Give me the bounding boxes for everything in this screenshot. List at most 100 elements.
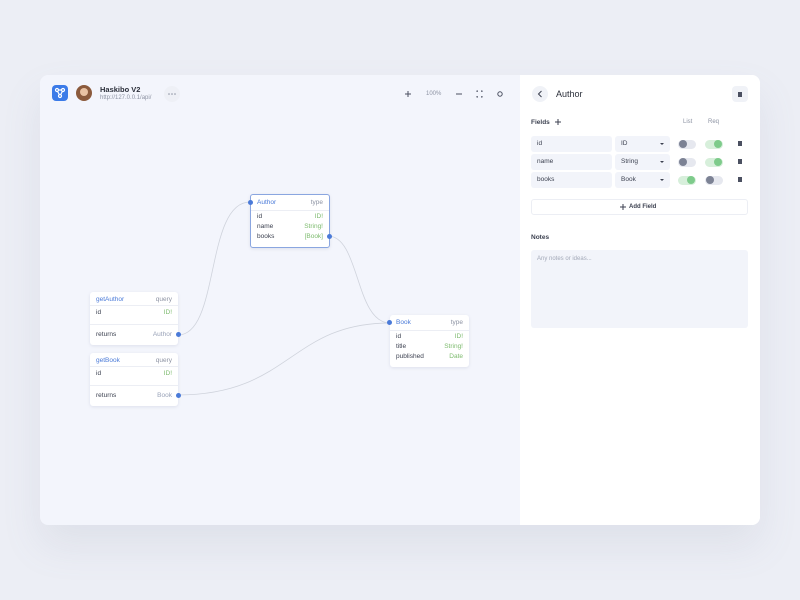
node-header: Author type	[257, 198, 323, 208]
field-name: name	[257, 223, 274, 230]
node-title: Book	[396, 319, 411, 326]
output-port[interactable]	[327, 234, 332, 239]
node-separator	[251, 210, 329, 211]
schema-node[interactable]: getBook query id ID! returns Book	[90, 353, 181, 406]
field-type-select[interactable]: ID	[615, 136, 670, 152]
toggle-knob	[679, 158, 687, 166]
field-name: id	[96, 309, 102, 316]
field-name: published	[396, 353, 424, 360]
dropdown-caret	[660, 161, 664, 163]
api-url: http://127.0.0.1/api/	[100, 95, 152, 101]
field-type-select[interactable]: Book	[615, 172, 670, 188]
toggle-req[interactable]	[705, 175, 723, 185]
node-field: title String!	[396, 342, 463, 352]
node-field: id ID!	[96, 369, 172, 379]
node-title: Author	[257, 199, 277, 206]
input-port[interactable]	[248, 200, 253, 205]
toggle-knob	[714, 140, 722, 148]
node-field: id ID!	[396, 332, 463, 342]
field-type: ID!	[454, 333, 463, 340]
zoom-in[interactable]	[405, 91, 411, 97]
panel-title: Author	[556, 89, 583, 99]
delete-field[interactable]	[738, 159, 742, 164]
field-type: [Book]	[304, 233, 323, 240]
node-title: getAuthor	[96, 296, 125, 303]
schema-node[interactable]: getAuthor query id ID! returns Author	[90, 292, 181, 345]
settings[interactable]	[497, 91, 503, 97]
node-title: getBook	[96, 357, 120, 364]
schema-node[interactable]: Book type id ID! title String! published Date	[387, 315, 469, 367]
add-field-button[interactable]	[531, 199, 748, 215]
node-header: Book type	[396, 318, 463, 328]
toggle-knob	[706, 176, 714, 184]
returns-label: returns	[96, 392, 117, 399]
field-name-input[interactable]: name	[531, 154, 612, 170]
toggle-knob	[679, 140, 687, 148]
logo-icon	[54, 87, 66, 99]
dropdown-caret	[660, 179, 664, 181]
node-separator	[90, 385, 178, 386]
delete-field[interactable]	[738, 141, 742, 146]
schema-node[interactable]: Author type id ID! name String! books [Book]	[248, 194, 332, 248]
notes-label: Notes	[531, 234, 550, 241]
returns-label: returns	[96, 331, 117, 338]
node-separator	[90, 305, 178, 306]
node-field: name String!	[257, 222, 323, 232]
back-button[interactable]	[532, 86, 548, 102]
avatar-face	[80, 88, 88, 96]
field-type: ID!	[163, 370, 172, 377]
fields-label: Fields	[531, 119, 550, 126]
output-port[interactable]	[176, 393, 181, 398]
output-port[interactable]	[176, 332, 181, 337]
trash-icon	[738, 92, 742, 97]
fullscreen[interactable]	[476, 90, 483, 98]
toggle-req[interactable]	[705, 157, 723, 167]
field-type: ID!	[163, 309, 172, 316]
node-field: published Date	[396, 352, 463, 362]
app-name: Haskibo V2	[100, 85, 141, 94]
node-separator	[390, 330, 469, 331]
delete-field[interactable]	[738, 177, 742, 182]
returns-type: Author	[152, 331, 172, 338]
back-icon	[537, 90, 542, 98]
app-window: Haskibo V2 http://127.0.0.1/api/ 100% Au…	[40, 75, 760, 525]
node-field: id ID!	[257, 212, 323, 222]
side-panel: Author Fields List Req id ID name String boo…	[520, 75, 760, 525]
field-name-input[interactable]: id	[531, 136, 612, 152]
field-name-input[interactable]: books	[531, 172, 612, 188]
node-header: getAuthor query	[96, 295, 172, 305]
edge	[327, 235, 391, 324]
input-port[interactable]	[387, 320, 392, 325]
edge	[177, 322, 391, 396]
toggle-req[interactable]	[705, 139, 723, 149]
zoom-level: 100%	[426, 91, 442, 97]
toggle-list[interactable]	[678, 157, 696, 167]
node-field: books [Book]	[257, 232, 323, 242]
notes-input[interactable]: Any notes or ideas...	[531, 250, 748, 328]
node-returns: returns Book	[96, 391, 172, 401]
node-separator	[90, 366, 178, 367]
canvas	[52, 85, 503, 396]
edge	[177, 201, 251, 336]
req-label: Req	[708, 119, 720, 125]
node-kind: type	[310, 199, 323, 206]
node-kind: query	[155, 357, 172, 364]
list-label: List	[683, 119, 693, 125]
node-header: getBook query	[96, 356, 172, 366]
node-separator	[90, 324, 178, 325]
toggle-list[interactable]	[678, 175, 696, 185]
returns-type: Book	[157, 392, 172, 399]
add-field-icon[interactable]	[555, 119, 561, 125]
dropdown-caret	[660, 143, 664, 145]
field-type: String!	[444, 343, 463, 350]
field-name: id	[396, 333, 402, 340]
add-field-label: Add Field	[629, 204, 657, 210]
field-type: String!	[304, 223, 323, 230]
add-icon	[620, 204, 626, 210]
field-name: title	[396, 343, 407, 350]
logo[interactable]	[52, 85, 68, 101]
field-type-select[interactable]: String	[615, 154, 670, 170]
field-type: ID!	[314, 213, 323, 220]
toggle-list[interactable]	[678, 139, 696, 149]
